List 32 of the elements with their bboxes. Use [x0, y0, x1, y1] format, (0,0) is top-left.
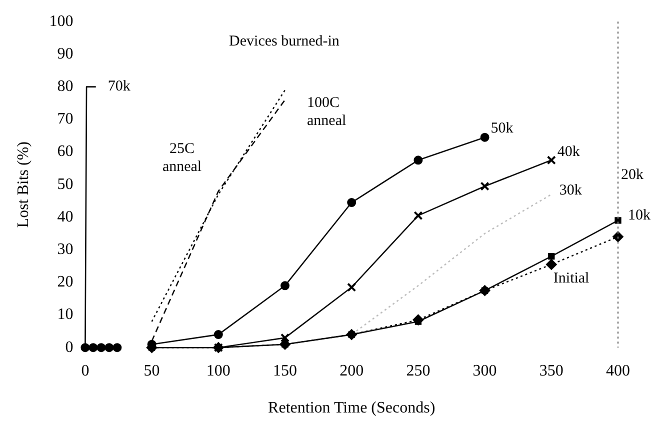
x-tick-label: 250 — [406, 362, 430, 380]
y-tick-label: 20 — [57, 274, 74, 291]
x-tick-label: 400 — [606, 362, 630, 380]
y-tick-label: 10 — [57, 306, 74, 324]
y-tick-label: 30 — [57, 241, 74, 258]
series-label: 25C anneal — [162, 140, 202, 175]
series-label: 30k — [559, 182, 582, 198]
series-label: Initial — [553, 270, 590, 286]
x-tick-label: 100 — [206, 362, 230, 380]
series-label: 70k — [108, 78, 131, 95]
y-tick-label: 0 — [65, 338, 74, 356]
y-tick-label: 60 — [57, 143, 74, 160]
series-label: 40k — [557, 144, 580, 160]
x-tick-label: 300 — [472, 362, 497, 380]
x-axis-title: Retention Time (Seconds) — [268, 400, 436, 417]
y-axis-title: Lost Bits (%) — [14, 141, 32, 228]
y-tick-label: 70 — [57, 110, 74, 128]
series-label: 10k — [628, 207, 651, 224]
x-tick-label: 200 — [340, 362, 364, 380]
x-tick-label: 0 — [81, 362, 90, 380]
y-tick-label: 80 — [57, 78, 74, 96]
x-tick-label: 150 — [273, 362, 297, 380]
y-tick-label: 40 — [57, 208, 74, 226]
annotation: Devices burned-in — [229, 34, 340, 50]
x-tick-label: 50 — [144, 362, 160, 380]
y-tick-label: 100 — [49, 12, 74, 30]
y-tick-label: 90 — [57, 45, 74, 62]
y-tick-label: 50 — [57, 176, 74, 193]
ref-line-label: 20k — [621, 166, 644, 183]
series-label: 50k — [490, 120, 514, 136]
x-tick-label: 350 — [539, 362, 564, 380]
series-label: 100C anneal — [307, 94, 346, 129]
